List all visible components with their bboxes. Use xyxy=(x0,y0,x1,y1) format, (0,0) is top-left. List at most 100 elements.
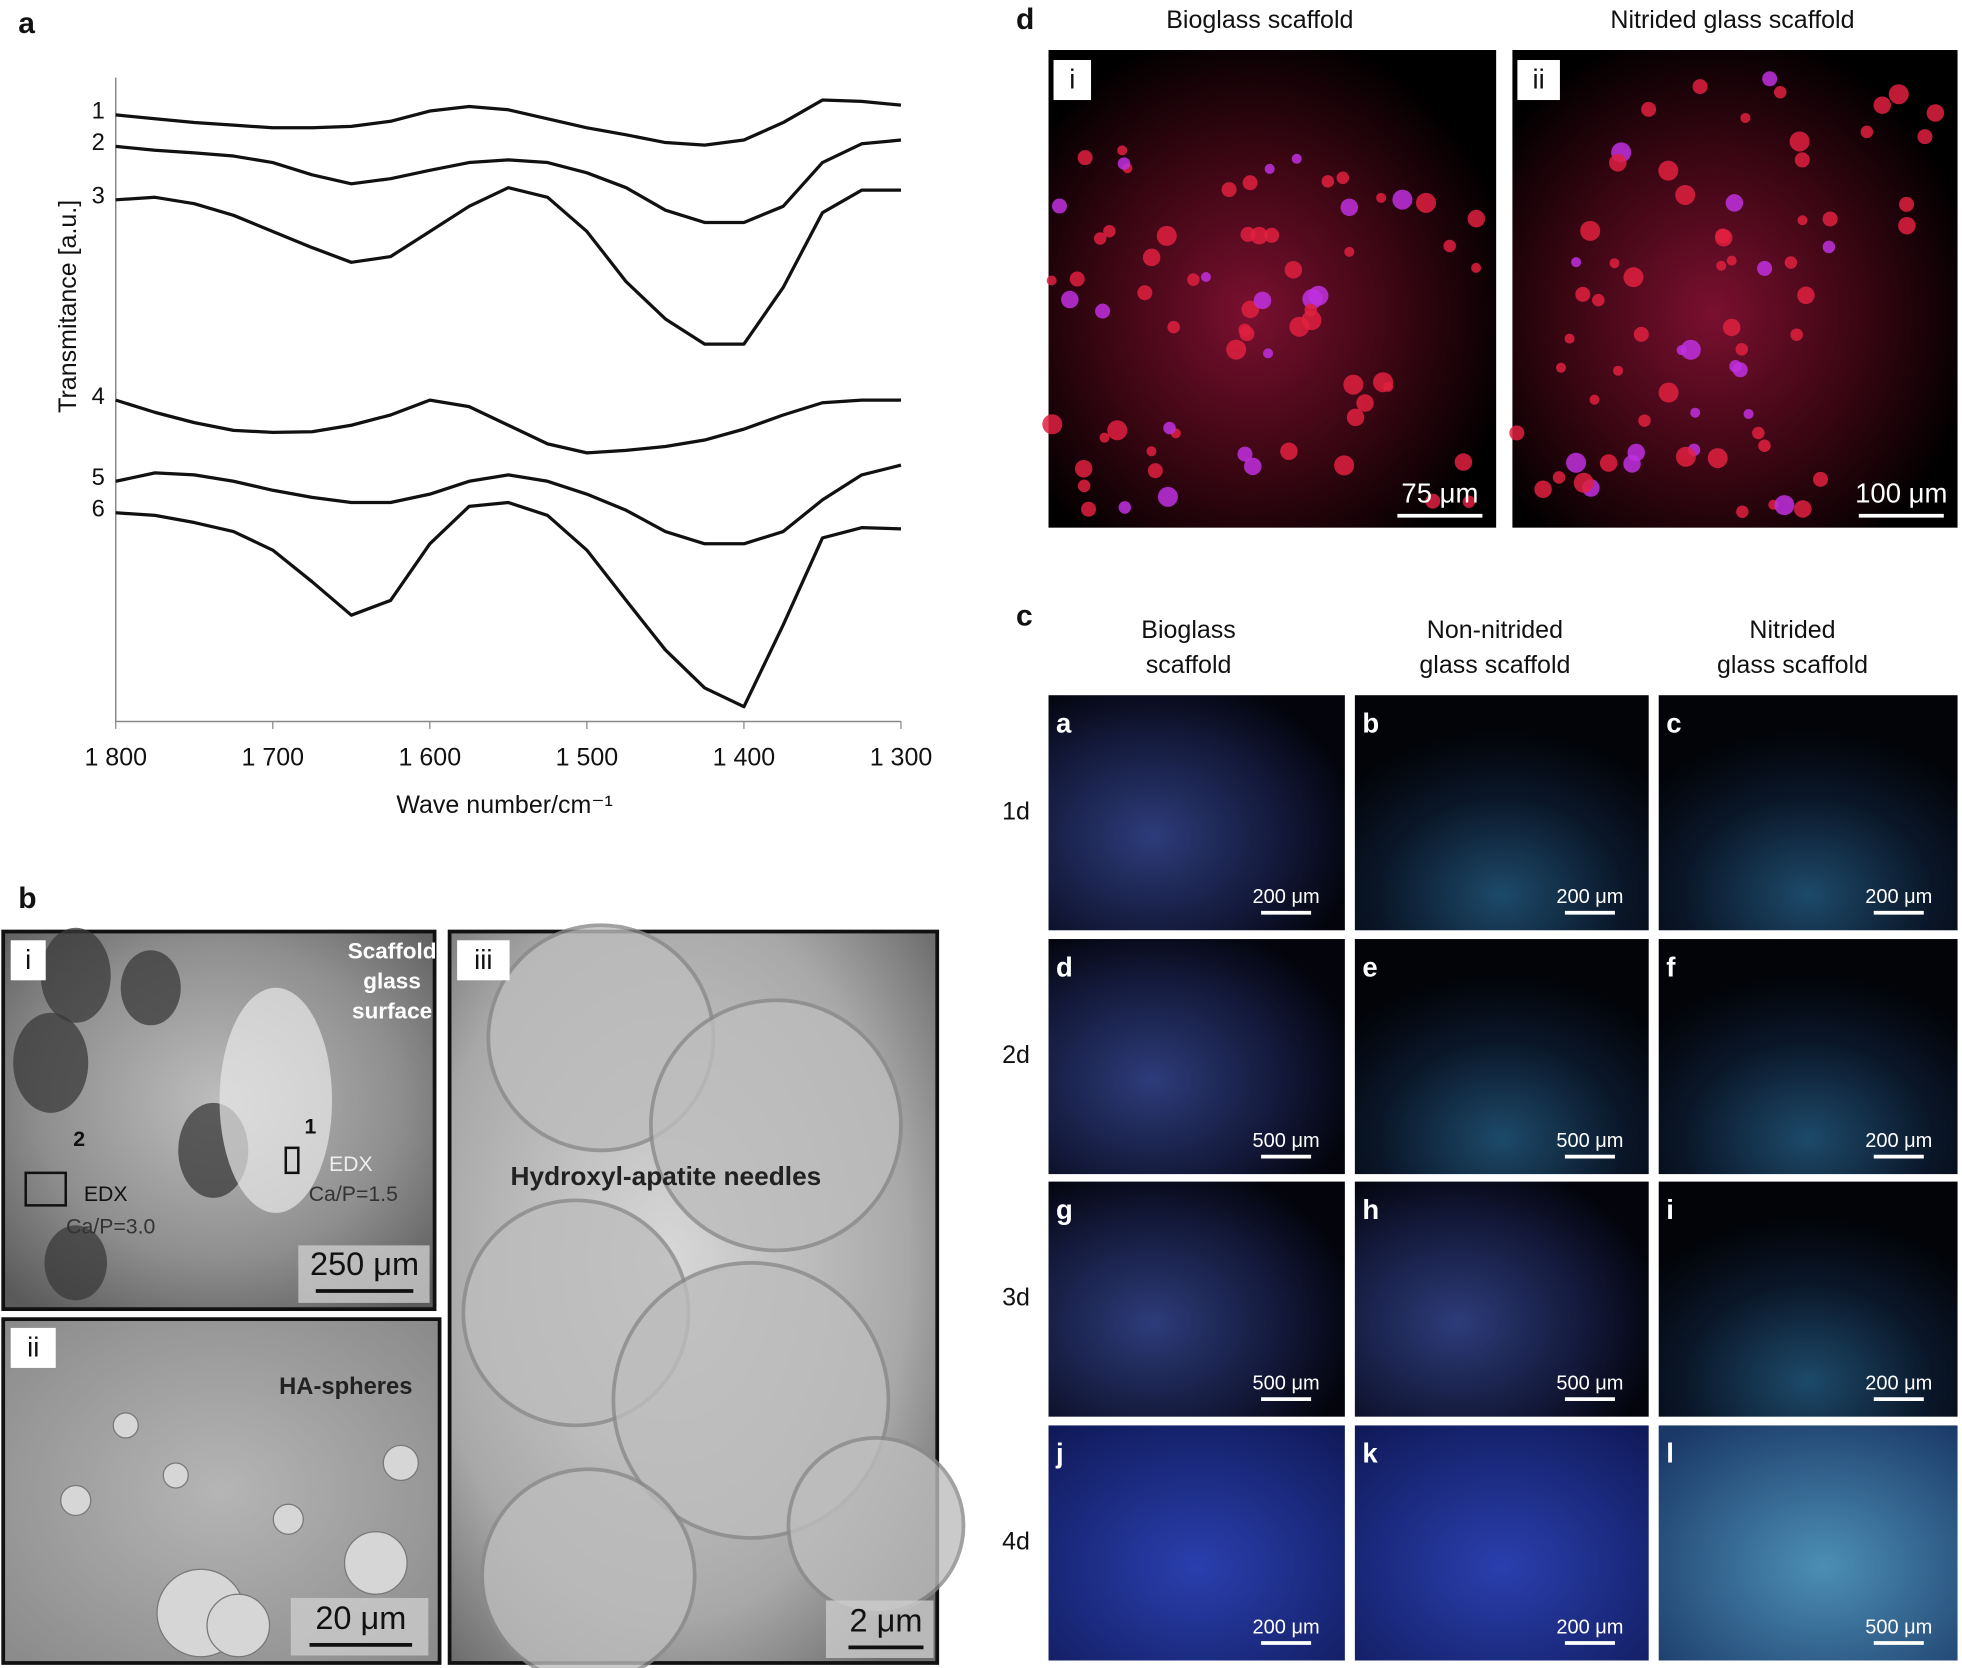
cell xyxy=(1797,215,1808,226)
pore xyxy=(120,950,181,1026)
fluorescence-image xyxy=(1658,1425,1958,1661)
cell xyxy=(1658,382,1679,403)
cell xyxy=(1077,479,1091,493)
sphere xyxy=(112,1412,139,1439)
series-label: 5 xyxy=(92,464,105,491)
cell xyxy=(1280,442,1298,461)
cell xyxy=(1356,394,1374,412)
needle-cluster xyxy=(649,998,903,1253)
series-label: 4 xyxy=(92,383,105,410)
cell xyxy=(1242,175,1258,191)
row-label: 3d xyxy=(1002,1284,1030,1312)
spectrum-line xyxy=(115,463,902,546)
cell xyxy=(1735,343,1749,356)
cell xyxy=(1301,310,1322,331)
panel-tag: i xyxy=(1069,64,1075,95)
fluorescence-image xyxy=(1658,1181,1958,1417)
caption: Hydroxyl-apatite needles xyxy=(511,1161,822,1191)
image-letter: c xyxy=(1666,707,1681,738)
column-title: Nitrided glass scaffold xyxy=(1610,6,1854,34)
cell xyxy=(1167,320,1180,334)
column-title: glass scaffold xyxy=(1419,651,1570,679)
cell xyxy=(1740,112,1751,123)
cell xyxy=(1552,471,1566,484)
y-axis-title: Transmitance [a.u.] xyxy=(54,200,82,413)
image-letter: h xyxy=(1362,1194,1379,1225)
cell xyxy=(1676,345,1687,356)
fluorescence-image xyxy=(1048,695,1345,931)
cell xyxy=(1566,452,1587,473)
edx-label: EDX xyxy=(329,1152,373,1176)
cell xyxy=(1321,175,1335,188)
row-label: 4d xyxy=(1002,1528,1030,1556)
cell xyxy=(1722,318,1741,337)
sphere xyxy=(343,1531,408,1595)
sphere xyxy=(60,1484,92,1517)
sphere xyxy=(206,1593,271,1658)
cell xyxy=(1336,171,1350,185)
cell xyxy=(1675,184,1696,205)
point-number: 2 xyxy=(73,1127,85,1151)
image-letter: f xyxy=(1666,951,1676,982)
panel-tag: i xyxy=(25,944,31,975)
cell xyxy=(1534,480,1552,499)
cell xyxy=(1571,257,1582,268)
image-letter: k xyxy=(1362,1438,1378,1469)
cell xyxy=(1157,486,1178,507)
scale-box xyxy=(298,1245,430,1303)
cell xyxy=(1860,125,1874,139)
cell xyxy=(1784,256,1798,269)
cell xyxy=(1467,209,1486,228)
cell xyxy=(1187,273,1200,286)
x-tick-label: 1 700 xyxy=(242,744,305,772)
panel-tag-box xyxy=(10,1327,56,1368)
x-axis-title: Wave number/cm⁻¹ xyxy=(396,791,612,819)
cell xyxy=(1117,157,1131,170)
cell xyxy=(1926,104,1945,122)
caption: Scaffold xyxy=(348,939,437,964)
cell xyxy=(1692,79,1708,95)
scale-label: 2 μm xyxy=(850,1603,923,1639)
cell xyxy=(1797,286,1815,305)
panel-tag: ii xyxy=(27,1331,39,1362)
cell xyxy=(1137,285,1153,301)
cell xyxy=(1334,455,1355,476)
edx-marker xyxy=(24,1171,67,1207)
caption: glass xyxy=(363,969,421,994)
cell xyxy=(1454,453,1473,471)
cell xyxy=(1147,463,1163,479)
scale-label: 100 μm xyxy=(1855,477,1947,508)
fluorescence-image xyxy=(1354,1181,1649,1417)
cell xyxy=(1592,293,1605,307)
cell xyxy=(1284,261,1303,279)
spectrum-line xyxy=(115,186,901,346)
cell xyxy=(1471,262,1482,273)
cell xyxy=(1077,150,1093,166)
cell xyxy=(1757,260,1773,276)
panel-tag-box xyxy=(10,940,46,981)
scale-label: 500 μm xyxy=(1556,1372,1623,1394)
pore xyxy=(40,927,111,1023)
cell xyxy=(1093,232,1107,245)
column-title: Bioglass scaffold xyxy=(1166,6,1353,34)
cell xyxy=(1641,101,1657,117)
cell xyxy=(1425,493,1441,509)
cell xyxy=(1146,446,1157,457)
cell xyxy=(1573,472,1594,493)
caption: HA-spheres xyxy=(279,1373,412,1400)
cell xyxy=(1873,96,1892,114)
cell xyxy=(1250,226,1268,245)
cell xyxy=(1221,182,1237,198)
scale-label: 200 μm xyxy=(1865,886,1932,908)
spectrum-line xyxy=(115,398,901,455)
edx-ratio: Ca/P=3.0 xyxy=(66,1214,155,1238)
column-title: Bioglass xyxy=(1141,616,1236,644)
cell xyxy=(1117,145,1128,156)
spectrum-line xyxy=(115,138,902,225)
cell xyxy=(1103,224,1116,238)
image-letter: g xyxy=(1056,1194,1073,1225)
cell xyxy=(1376,192,1387,203)
scale-label: 500 μm xyxy=(1253,1130,1320,1152)
series-label: 1 xyxy=(92,98,105,125)
cell xyxy=(1200,271,1211,282)
